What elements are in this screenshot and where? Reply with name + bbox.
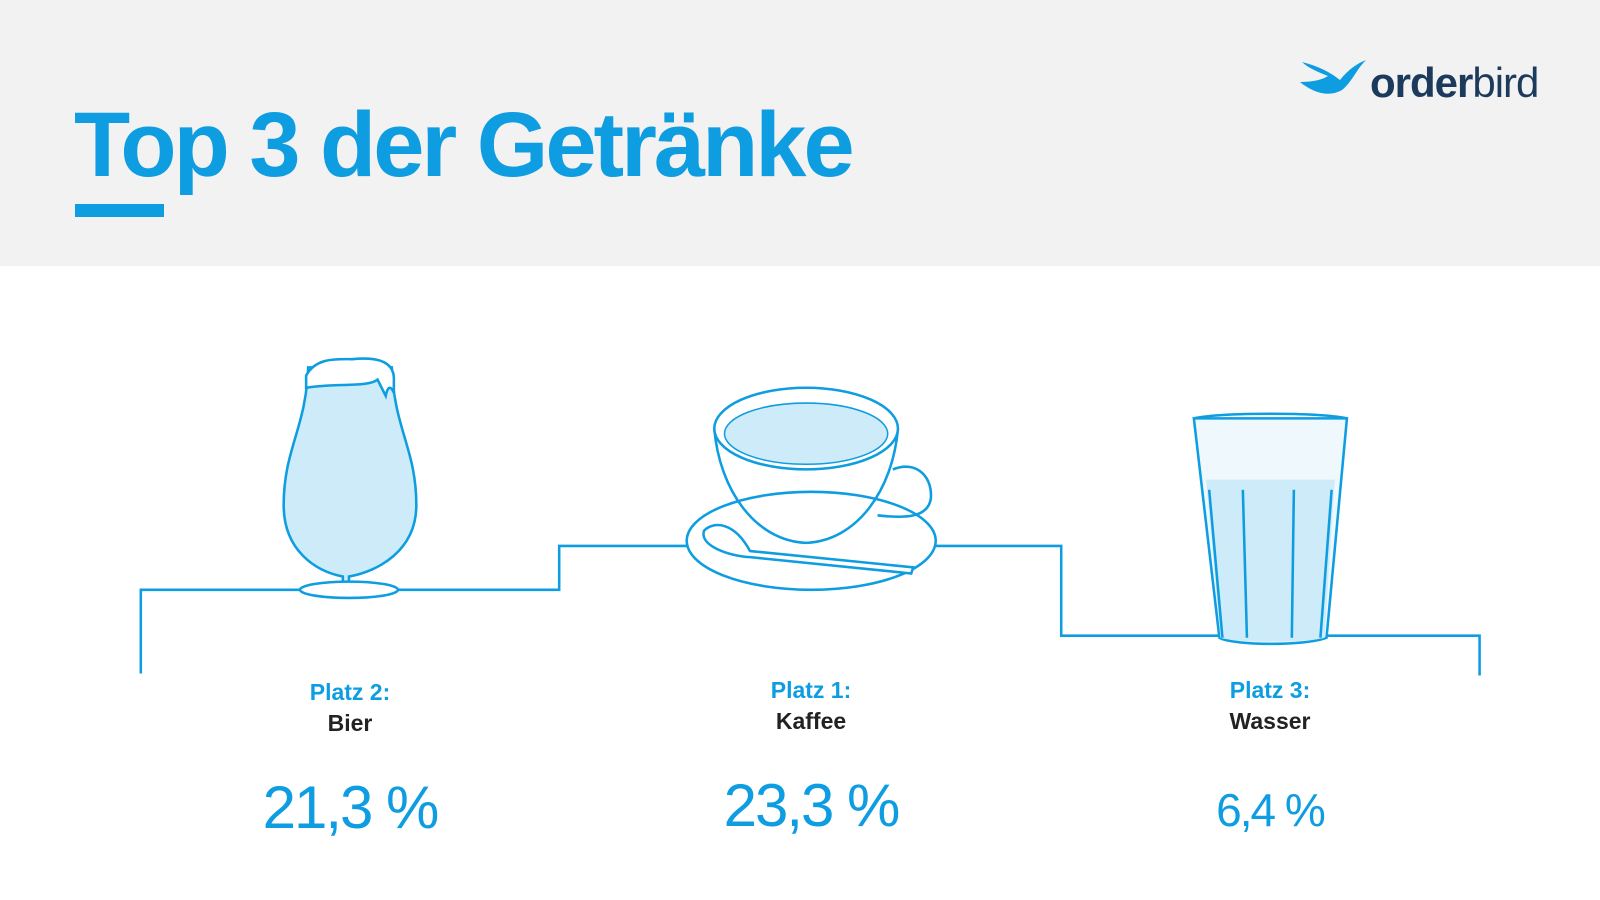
drink-name: Bier xyxy=(328,710,373,736)
title: Top 3 der Getränke xyxy=(74,94,852,196)
logo-light: bird xyxy=(1472,59,1538,106)
share-value: 21,3 % xyxy=(263,774,438,841)
drink-name: Wasser xyxy=(1230,708,1311,734)
share-value: 23,3 % xyxy=(724,772,899,839)
drink-name: Kaffee xyxy=(776,708,846,734)
rank-label: Platz 3: xyxy=(1230,677,1311,703)
beer-icon xyxy=(282,357,418,600)
rank-label: Platz 1: xyxy=(771,677,852,703)
podium-labels: Platz 2: Bier 21,3 % Platz 1: Kaffee 23,… xyxy=(263,677,1327,841)
header-band xyxy=(0,0,1600,266)
logo-bird xyxy=(1300,60,1366,94)
water-icon xyxy=(1192,412,1349,646)
logo-bold: order xyxy=(1370,59,1473,106)
rank-label: Platz 2: xyxy=(310,679,391,705)
logo-text: orderbird xyxy=(1370,59,1538,106)
title-underline xyxy=(75,204,164,217)
coffee-icon xyxy=(685,386,937,592)
logo: orderbird xyxy=(1300,59,1539,106)
share-value: 6,4 % xyxy=(1216,784,1325,836)
illustration xyxy=(139,357,1481,676)
